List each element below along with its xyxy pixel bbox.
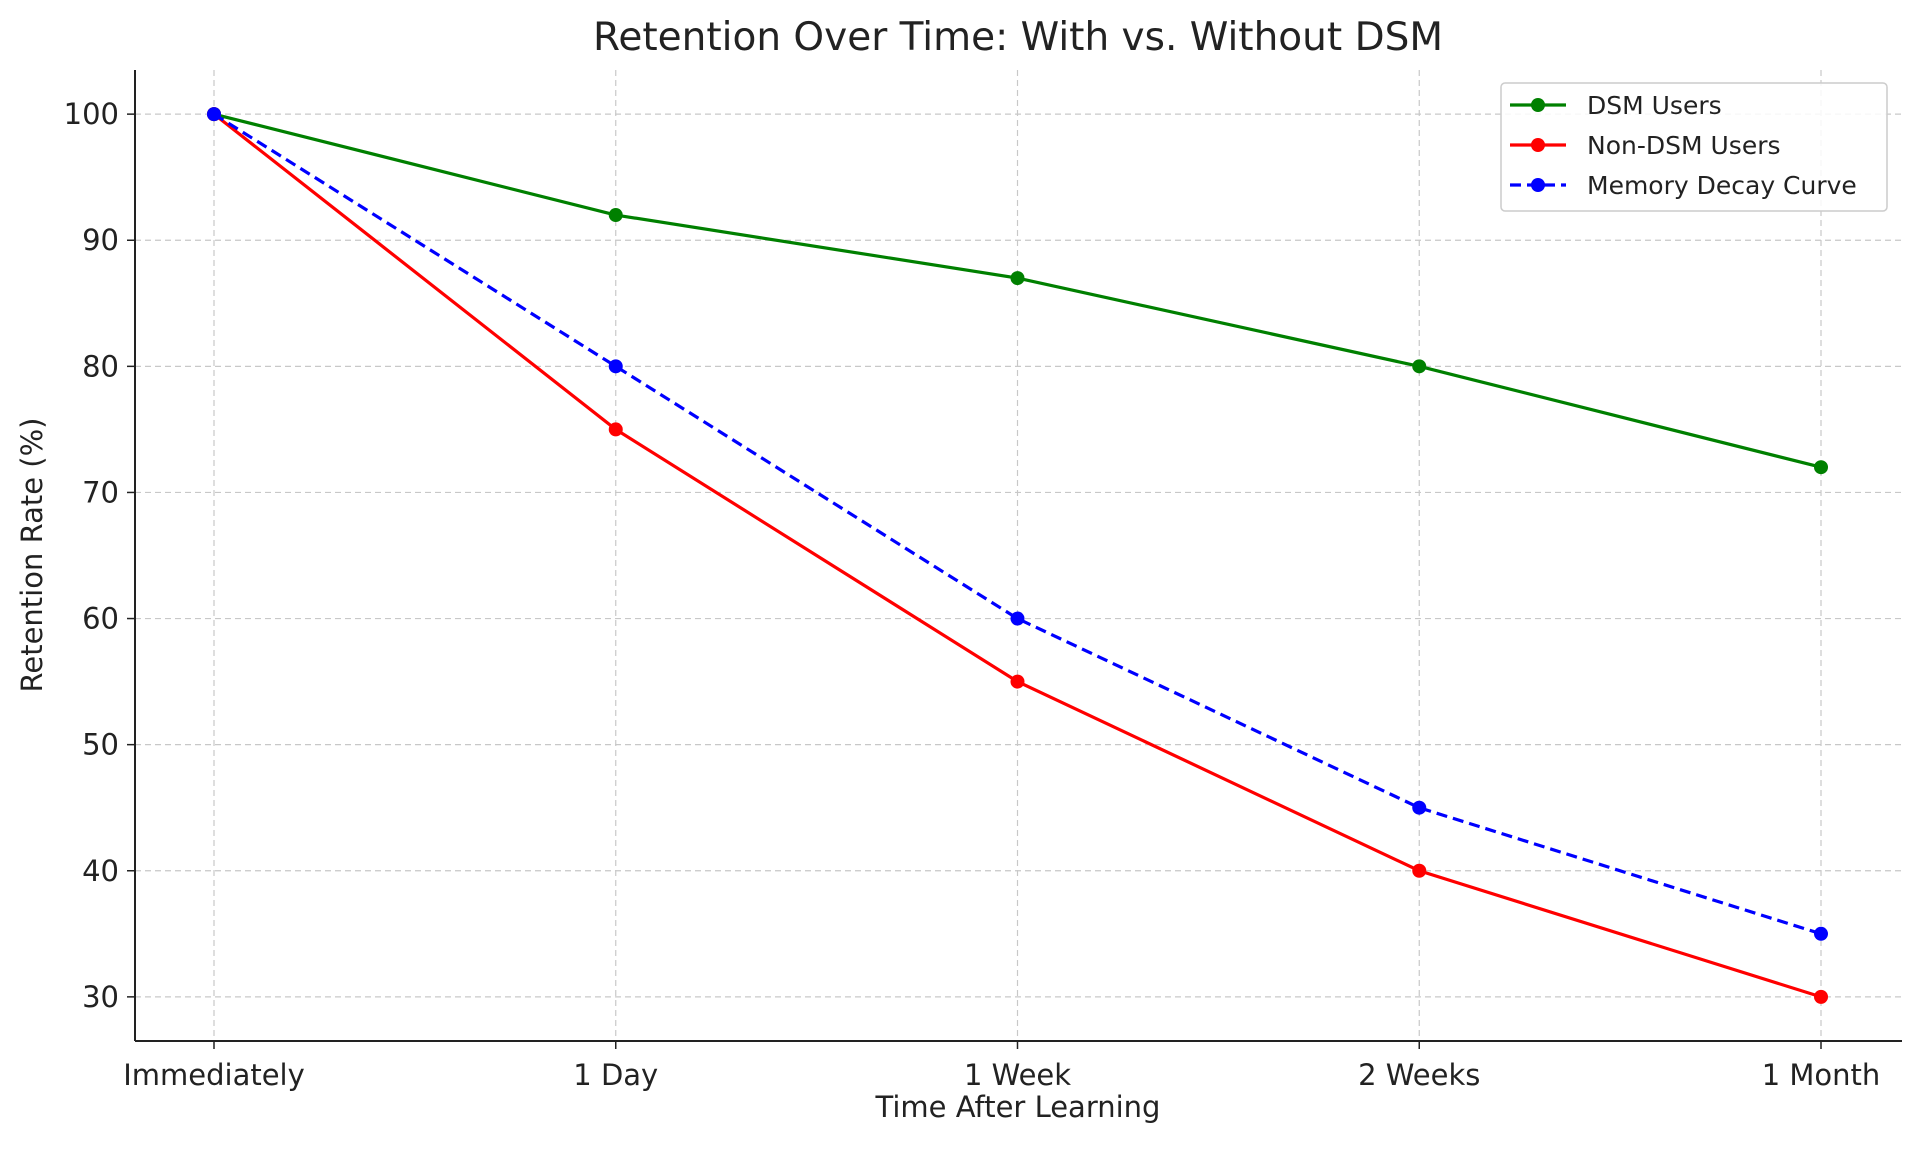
legend-label: Memory Decay Curve bbox=[1587, 171, 1857, 200]
data-point bbox=[1412, 863, 1427, 878]
data-point bbox=[1010, 271, 1025, 286]
data-point bbox=[608, 359, 623, 374]
legend-label: Non-DSM Users bbox=[1587, 131, 1781, 160]
legend-label: DSM Users bbox=[1587, 91, 1722, 120]
x-tick-label: 2 Weeks bbox=[1358, 1058, 1480, 1092]
legend: DSM Users Non-DSM Users Memory Decay Curve bbox=[1500, 82, 1888, 212]
x-tick-label: 1 Month bbox=[1762, 1058, 1881, 1092]
data-point bbox=[608, 422, 623, 437]
legend-marker bbox=[1531, 138, 1545, 152]
data-point bbox=[1010, 674, 1025, 689]
series-group bbox=[207, 107, 1828, 1004]
legend-marker bbox=[1531, 98, 1545, 112]
data-point bbox=[1814, 989, 1828, 1004]
y-tick-label: 30 bbox=[82, 980, 119, 1014]
data-point bbox=[1814, 460, 1828, 475]
data-point bbox=[1412, 800, 1427, 815]
data-point bbox=[1412, 359, 1427, 374]
legend-marker bbox=[1531, 178, 1545, 192]
legend-box bbox=[1500, 82, 1888, 212]
y-tick-label: 40 bbox=[82, 854, 119, 888]
x-axis-label: Time After Learning bbox=[875, 1090, 1161, 1124]
y-tick-label: 60 bbox=[82, 602, 119, 636]
y-tick-label: 80 bbox=[82, 349, 119, 383]
y-axis-label: Retention Rate (%) bbox=[15, 418, 49, 693]
series-line-2 bbox=[213, 112, 1822, 936]
chart-title: Retention Over Time: With vs. Without DS… bbox=[593, 15, 1443, 60]
axes: Immediately 1 Day 1 Week 2 Weeks 1 Month 30 40… bbox=[64, 70, 1902, 1092]
data-point bbox=[207, 107, 221, 122]
y-tick-label: 50 bbox=[82, 728, 119, 762]
x-tick-label: Immediately bbox=[123, 1058, 305, 1092]
data-point bbox=[1814, 926, 1828, 941]
x-tick-label: 1 Day bbox=[573, 1058, 658, 1092]
data-point bbox=[1010, 611, 1025, 626]
y-tick-label: 70 bbox=[82, 475, 119, 509]
y-tick-label: 100 bbox=[64, 97, 119, 131]
y-tick-label: 90 bbox=[82, 223, 119, 257]
x-tick-label: 1 Week bbox=[964, 1058, 1071, 1092]
grid bbox=[135, 70, 1902, 1041]
data-point bbox=[608, 208, 623, 223]
